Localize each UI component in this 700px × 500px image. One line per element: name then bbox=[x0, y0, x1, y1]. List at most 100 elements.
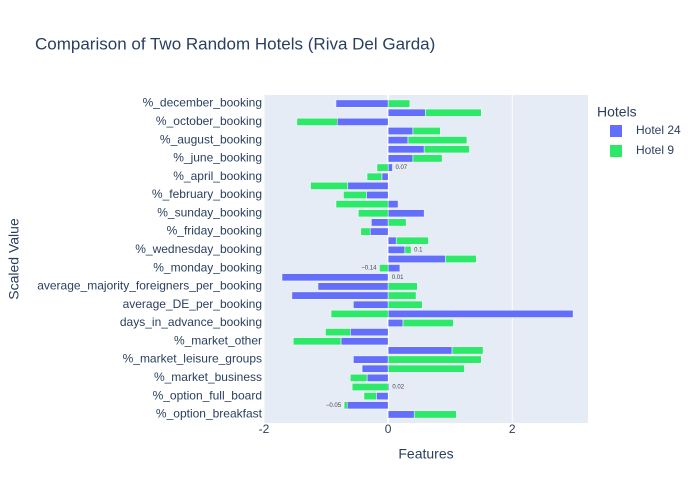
bar bbox=[340, 337, 389, 346]
value-label: 0.01 bbox=[392, 275, 404, 281]
bar bbox=[387, 200, 399, 209]
bar bbox=[369, 227, 389, 236]
bar bbox=[387, 136, 409, 145]
bar bbox=[387, 410, 415, 419]
bar bbox=[360, 227, 371, 236]
legend-swatch bbox=[610, 125, 622, 137]
legend-label: Hotel 24 bbox=[636, 123, 681, 137]
bar bbox=[292, 337, 342, 346]
bar bbox=[413, 410, 457, 419]
value-label: 0.02 bbox=[392, 385, 404, 391]
value-label: −0.05 bbox=[326, 403, 342, 409]
value-label: 0.07 bbox=[395, 165, 407, 171]
bar bbox=[353, 355, 389, 364]
bar bbox=[395, 236, 429, 245]
bar bbox=[351, 383, 389, 391]
bar bbox=[387, 300, 423, 309]
y-tick-label: days_in_advance_booking bbox=[120, 315, 262, 329]
bar bbox=[387, 264, 401, 273]
bar bbox=[387, 346, 453, 355]
y-tick-label: %_option_full_board bbox=[153, 388, 262, 402]
y-tick-label: %_option_breakfast bbox=[156, 407, 263, 421]
bar bbox=[366, 172, 383, 181]
bar bbox=[361, 364, 389, 373]
y-tick-label: %_april_booking bbox=[173, 169, 262, 183]
bar bbox=[387, 282, 418, 291]
bar bbox=[387, 255, 446, 263]
bar bbox=[423, 145, 470, 154]
bar bbox=[407, 136, 468, 145]
value-label: 0.1 bbox=[414, 247, 423, 253]
y-tick-label: %_market_business bbox=[154, 370, 262, 384]
bar bbox=[343, 191, 367, 199]
bar bbox=[350, 373, 368, 382]
bar bbox=[412, 154, 443, 163]
bar bbox=[387, 218, 407, 227]
bar bbox=[350, 328, 389, 337]
bar bbox=[444, 255, 477, 263]
bar bbox=[387, 309, 574, 318]
y-tick-label: %_wednesday_booking bbox=[135, 242, 262, 256]
y-tick-label: average_DE_per_booking bbox=[123, 297, 262, 311]
y-tick-label: %_sunday_booking bbox=[157, 205, 262, 219]
bar bbox=[387, 108, 426, 117]
bar bbox=[387, 273, 390, 282]
bar bbox=[281, 273, 389, 282]
bar bbox=[387, 127, 414, 135]
bar bbox=[376, 163, 389, 172]
bar bbox=[381, 172, 389, 181]
y-tick-label: %_market_other bbox=[174, 333, 262, 347]
bar bbox=[376, 392, 389, 401]
legend-swatch bbox=[610, 145, 622, 157]
bar bbox=[343, 401, 348, 410]
bar bbox=[296, 117, 338, 126]
y-tick-label: %_december_booking bbox=[143, 96, 262, 110]
bar bbox=[451, 346, 484, 355]
bar bbox=[379, 264, 389, 273]
bar bbox=[387, 99, 411, 108]
bar bbox=[335, 200, 389, 209]
bar bbox=[291, 291, 389, 300]
legend-title: Hotels bbox=[597, 104, 637, 120]
bar bbox=[366, 373, 389, 382]
bar bbox=[387, 364, 465, 373]
y-tick-label: %_monday_booking bbox=[153, 260, 262, 274]
legend-label: Hotel 9 bbox=[636, 143, 674, 157]
bar bbox=[387, 236, 397, 245]
bar bbox=[387, 355, 482, 364]
x-tick-label: 0 bbox=[385, 422, 392, 436]
y-tick-label: %_friday_booking bbox=[167, 224, 262, 238]
y-tick-label: %_october_booking bbox=[156, 114, 262, 128]
bar bbox=[358, 209, 389, 218]
y-tick-label: %_february_booking bbox=[152, 187, 262, 201]
bar bbox=[325, 328, 351, 337]
y-tick-label: %_august_booking bbox=[160, 132, 262, 146]
bar bbox=[402, 319, 454, 327]
bar bbox=[366, 191, 389, 199]
bar bbox=[387, 163, 393, 172]
bar bbox=[346, 401, 389, 410]
bar bbox=[336, 117, 389, 126]
bar bbox=[412, 127, 441, 135]
bar bbox=[317, 282, 389, 291]
bar bbox=[363, 392, 377, 401]
x-axis-title: Features bbox=[398, 446, 453, 462]
chart-title: Comparison of Two Random Hotels (Riva De… bbox=[35, 34, 435, 53]
bar bbox=[371, 218, 389, 227]
bar bbox=[387, 154, 414, 163]
bar bbox=[387, 319, 404, 327]
bar bbox=[387, 209, 425, 218]
y-tick-label: average_majority_foreigners_per_booking bbox=[37, 279, 262, 293]
bar bbox=[387, 145, 425, 154]
x-tick-label: 2 bbox=[509, 422, 516, 436]
bar bbox=[425, 108, 482, 117]
bar bbox=[347, 181, 389, 190]
bar bbox=[310, 181, 349, 190]
bar bbox=[387, 291, 417, 300]
x-tick-label: -2 bbox=[259, 422, 270, 436]
y-tick-label: %_market_leisure_groups bbox=[123, 352, 262, 366]
value-label: −0.14 bbox=[361, 266, 377, 272]
bar bbox=[330, 309, 389, 318]
y-tick-label: %_june_booking bbox=[173, 151, 262, 165]
